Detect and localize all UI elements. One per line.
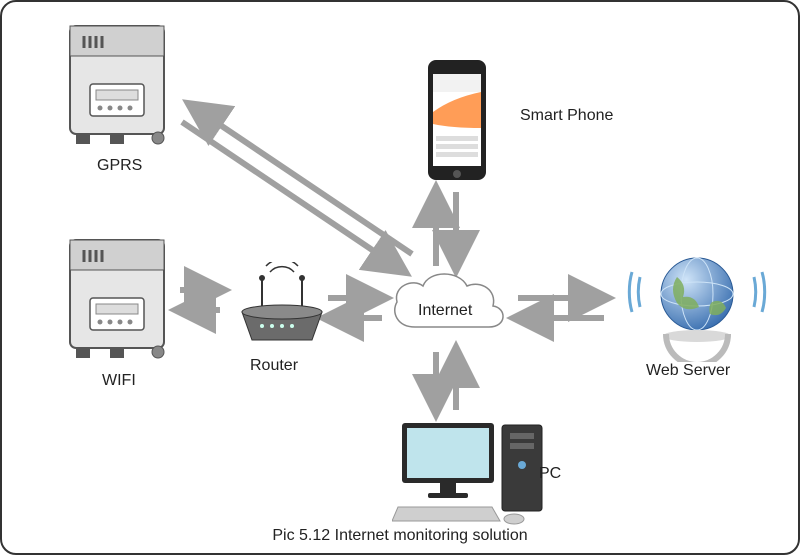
- diagram-caption: Pic 5.12 Internet monitoring solution: [2, 527, 798, 545]
- smartphone-label: Smart Phone: [520, 107, 613, 125]
- wifi-label: WIFI: [102, 372, 136, 390]
- pc-label: PC: [539, 465, 561, 483]
- webserver-label: Web Server: [646, 362, 730, 380]
- diagram-frame: GPRS WIFI Router Internet Smart Phone We…: [0, 0, 800, 555]
- gprs-label: GPRS: [97, 157, 142, 175]
- router-label: Router: [250, 357, 298, 375]
- internet-label: Internet: [418, 302, 472, 320]
